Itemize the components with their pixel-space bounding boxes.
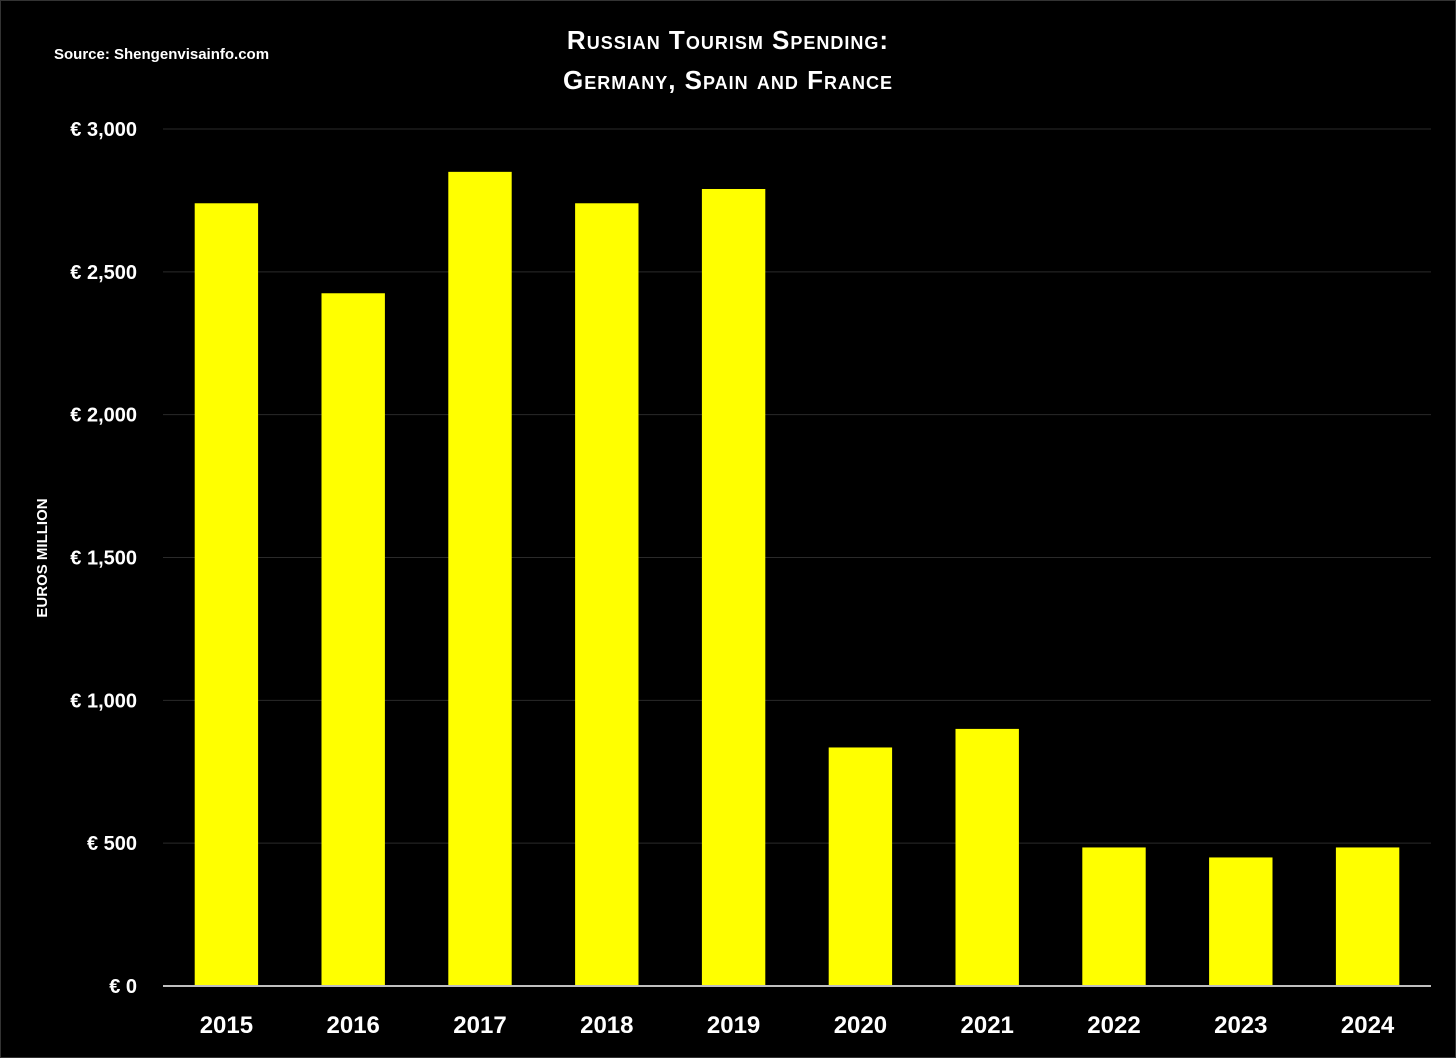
x-tick-label: 2023 <box>1214 1012 1267 1039</box>
bar-2019 <box>701 188 766 987</box>
x-axis-ticks: 2015 2016 2017 2018 2019 2020 2021 2022 2023 2024 <box>200 1012 1395 1039</box>
bar-2016 <box>321 293 385 987</box>
y-tick-label: € 2,000 <box>70 405 137 427</box>
bar-2020 <box>828 747 893 986</box>
x-tick-label: 2020 <box>834 1012 887 1039</box>
bars <box>194 171 1400 987</box>
y-tick-label: € 0 <box>109 976 137 998</box>
bar-2023 <box>1209 857 1273 986</box>
bar-2022 <box>1082 847 1146 986</box>
y-axis-label: EUROS MILLION <box>34 498 51 617</box>
chart-title-line-2: Germany, Spain and France <box>563 65 893 95</box>
x-tick-label: 2022 <box>1087 1012 1140 1039</box>
bar-2021 <box>955 728 1019 986</box>
x-tick-label: 2017 <box>453 1012 506 1039</box>
x-tick-label: 2024 <box>1341 1012 1395 1039</box>
bar-2017 <box>448 171 512 987</box>
x-tick-label: 2021 <box>961 1012 1014 1039</box>
bar-2018 <box>575 203 639 987</box>
source-label: Source: Shengenvisainfo.com <box>54 46 269 63</box>
y-tick-label: € 3,000 <box>70 119 137 141</box>
y-tick-label: € 1,000 <box>70 690 137 712</box>
x-tick-label: 2015 <box>200 1012 253 1039</box>
y-tick-label: € 2,500 <box>70 262 137 284</box>
x-tick-label: 2018 <box>580 1012 633 1039</box>
y-tick-label: € 1,500 <box>70 548 137 570</box>
bar-2015 <box>194 203 259 987</box>
bar-2024 <box>1335 847 1400 986</box>
y-axis-ticks: € 0 € 500 € 1,000 € 1,500 € 2,000 € 2,500 € 3,… <box>70 119 137 998</box>
x-tick-label: 2019 <box>707 1012 760 1039</box>
y-tick-label: € 500 <box>87 833 137 855</box>
chart-title-line-1: Russian Tourism Spending: <box>567 25 889 55</box>
x-tick-label: 2016 <box>327 1012 380 1039</box>
